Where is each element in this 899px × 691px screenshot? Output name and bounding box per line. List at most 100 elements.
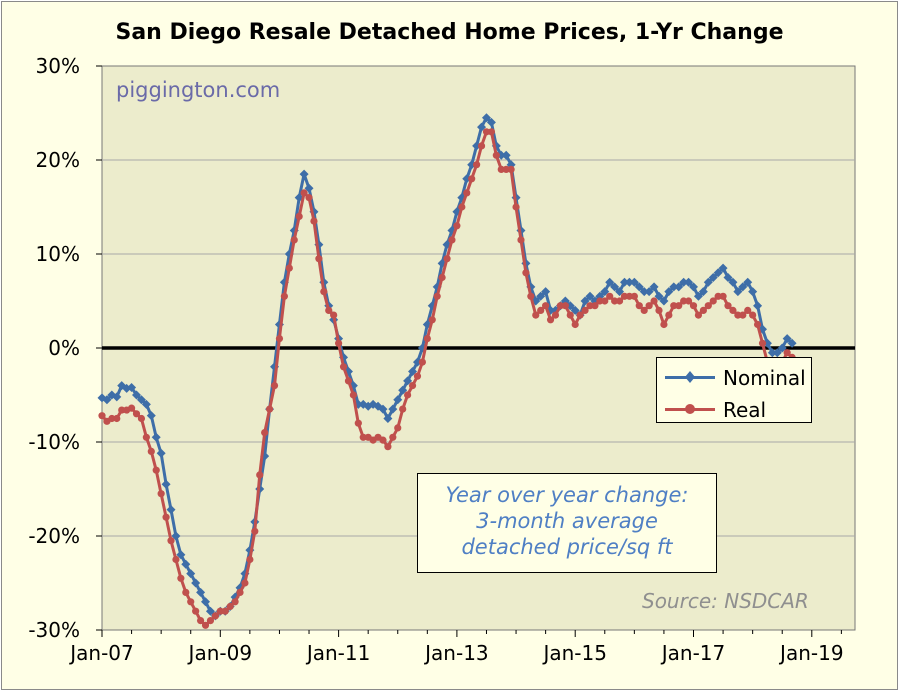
y-tick-label: -10%	[28, 430, 80, 454]
data-point	[713, 268, 723, 278]
data-point	[517, 236, 525, 244]
data-point	[629, 277, 639, 287]
data-point	[108, 414, 116, 423]
data-point	[151, 432, 161, 442]
data-point	[619, 277, 629, 287]
data-point	[728, 277, 738, 287]
legend-label-nominal: Nominal	[723, 366, 806, 390]
data-point	[137, 414, 146, 423]
data-point	[782, 334, 792, 344]
data-point	[132, 410, 141, 418]
data-point	[408, 382, 417, 390]
data-point	[620, 292, 629, 300]
data-point	[630, 292, 638, 300]
data-point	[236, 588, 244, 597]
data-point	[186, 569, 196, 579]
data-point	[606, 292, 614, 300]
legend-label-real: Real	[723, 398, 767, 422]
data-point	[532, 311, 540, 319]
x-tick-label: Jan-07	[68, 641, 134, 665]
data-point	[127, 404, 136, 412]
data-point	[181, 559, 191, 569]
data-point	[777, 343, 787, 353]
data-point	[132, 390, 142, 400]
data-point	[216, 607, 224, 615]
data-point	[162, 513, 170, 521]
data-point	[664, 287, 674, 297]
data-point	[536, 291, 546, 301]
data-point	[698, 287, 708, 297]
data-point	[743, 277, 753, 287]
legend-diamond-marker	[685, 371, 695, 383]
data-point	[182, 588, 190, 597]
data-point	[645, 302, 653, 310]
data-point	[729, 306, 737, 314]
data-point	[295, 212, 303, 220]
data-point	[655, 306, 663, 314]
data-point	[196, 617, 205, 625]
data-point	[378, 404, 388, 414]
data-point	[665, 311, 673, 319]
data-point	[275, 335, 284, 343]
data-point	[738, 282, 748, 292]
series-layer	[97, 113, 797, 629]
data-point	[635, 302, 643, 310]
data-point	[261, 429, 269, 437]
data-point	[176, 550, 186, 560]
legend: Nominal Real	[656, 357, 812, 423]
x-tick-label: Jan-17	[660, 641, 726, 665]
data-point	[527, 292, 535, 300]
data-point	[611, 297, 619, 305]
data-point	[502, 165, 510, 173]
data-point	[354, 419, 362, 427]
data-point	[192, 607, 200, 615]
annotation-box: Year over year change: 3-month average d…	[417, 473, 717, 573]
data-point	[344, 377, 353, 385]
data-point	[684, 277, 694, 287]
data-point	[325, 306, 333, 314]
data-point	[196, 587, 206, 597]
data-point	[453, 222, 461, 230]
source-note: Source: NSDCAR	[642, 589, 809, 613]
data-point	[187, 598, 195, 606]
data-point	[147, 447, 155, 455]
data-point	[758, 339, 767, 347]
data-point	[689, 302, 698, 310]
data-point	[423, 335, 431, 343]
data-point	[398, 385, 408, 395]
data-point	[724, 302, 732, 310]
data-point	[566, 311, 574, 319]
data-point	[624, 277, 634, 287]
data-point	[448, 236, 456, 244]
data-point	[482, 128, 491, 136]
data-point	[522, 269, 530, 277]
x-tick-label: Jan-11	[305, 641, 371, 665]
data-point	[112, 392, 122, 402]
data-point	[201, 597, 211, 607]
data-point	[157, 490, 165, 498]
x-axis-ticks: Jan-07 Jan-09 Jan-11 Jan-13 Jan-15 Jan-17 Jan-…	[68, 630, 844, 665]
data-point	[339, 363, 348, 371]
data-point	[468, 175, 476, 183]
data-point	[748, 287, 758, 297]
data-point	[739, 311, 747, 319]
data-point	[161, 479, 171, 489]
data-point	[394, 424, 402, 432]
data-point	[492, 151, 500, 159]
data-point	[177, 574, 185, 582]
data-point	[251, 527, 259, 535]
data-point	[644, 287, 654, 297]
data-point	[359, 433, 367, 441]
data-point	[487, 128, 496, 136]
data-point	[156, 448, 166, 458]
x-tick-label: Jan-15	[541, 641, 607, 665]
data-point	[501, 150, 511, 160]
data-point	[458, 203, 466, 211]
watermark-text: piggington.com	[116, 78, 281, 102]
data-point	[171, 531, 181, 541]
data-point	[127, 382, 137, 392]
series-real	[98, 128, 796, 629]
data-point	[349, 391, 357, 399]
data-point	[102, 395, 112, 405]
